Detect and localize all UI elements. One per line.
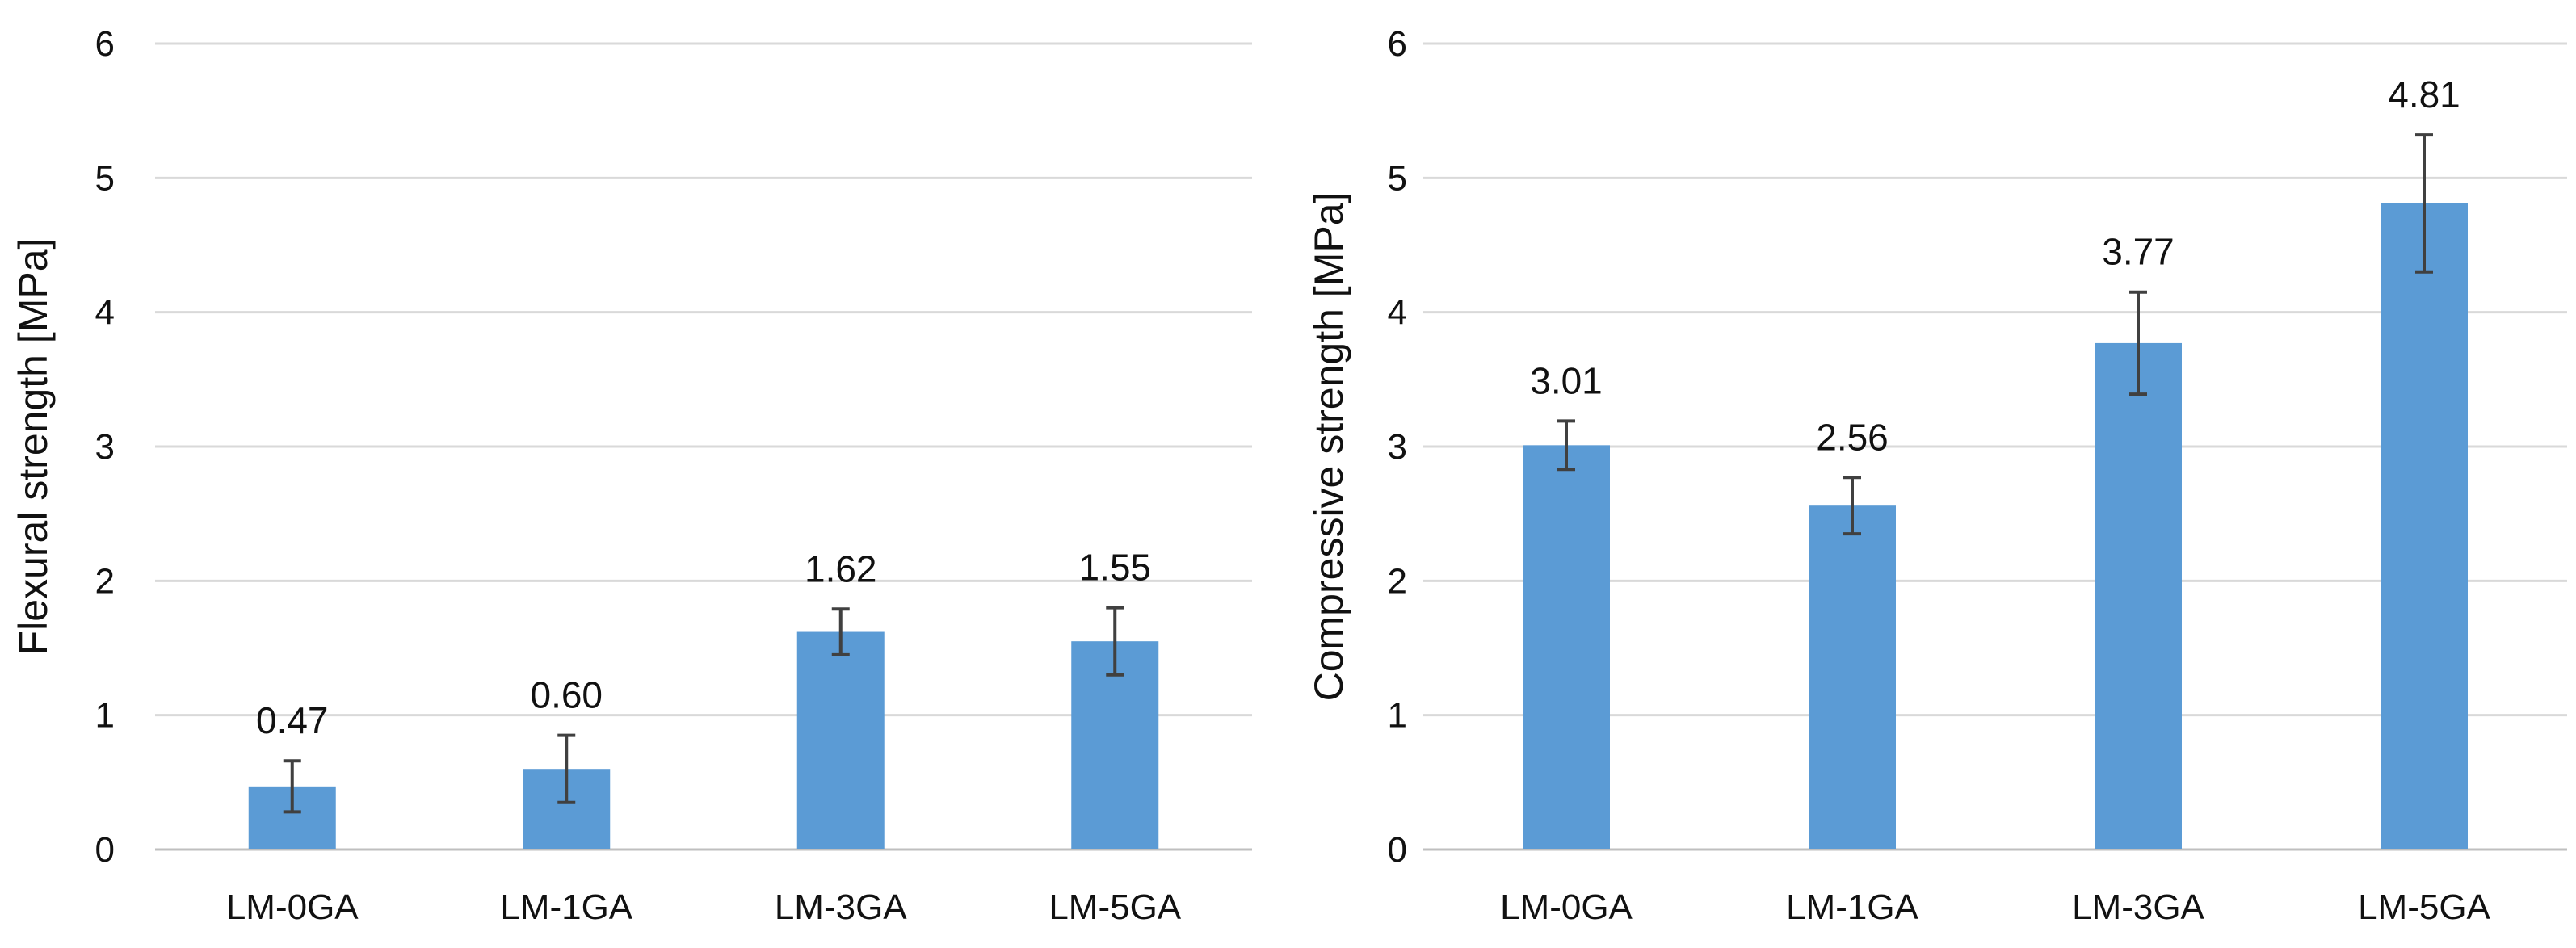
data-label: 2.56 bbox=[1816, 416, 1889, 458]
x-category-label: LM-3GA bbox=[775, 887, 907, 927]
compressive-strength-chart: 0 1 2 3 4 5 6 3.01 LM-0GA 2.56 LM-1GA 3.77 LM-3GA 4.8… bbox=[1306, 24, 2567, 927]
x-category-label: LM-1GA bbox=[1786, 887, 1918, 927]
y-tick-label: 5 bbox=[95, 158, 115, 198]
x-category-label: LM-5GA bbox=[2358, 887, 2490, 927]
y-tick-label: 6 bbox=[95, 24, 115, 64]
y-tick-label: 3 bbox=[1388, 427, 1407, 467]
y-tick-label: 0 bbox=[1388, 830, 1407, 870]
y-tick-label: 1 bbox=[1388, 696, 1407, 736]
x-category-label: LM-5GA bbox=[1048, 887, 1181, 927]
flexural-strength-chart: 0 1 2 3 4 5 6 0.47 LM-0GA 0.60 LM-1GA 1.62 LM-3GA 1.5… bbox=[11, 24, 1252, 927]
error-bar bbox=[831, 607, 850, 656]
y-tick-label: 5 bbox=[1388, 158, 1407, 198]
y-tick-label: 4 bbox=[95, 293, 115, 333]
x-category-label: LM-1GA bbox=[500, 887, 632, 927]
y-axis-title: Compressive strength [MPa] bbox=[1306, 192, 1351, 702]
error-bar bbox=[2415, 133, 2433, 274]
y-tick-label: 0 bbox=[95, 830, 115, 870]
bar bbox=[2381, 203, 2468, 850]
error-bar bbox=[1843, 476, 1861, 536]
error-bar bbox=[1106, 606, 1124, 677]
error-bar bbox=[283, 759, 301, 814]
y-tick-label: 1 bbox=[95, 696, 115, 736]
x-category-label: LM-3GA bbox=[2072, 887, 2204, 927]
bar bbox=[1523, 445, 1610, 849]
data-label: 3.01 bbox=[1530, 359, 1603, 401]
y-tick-label: 2 bbox=[1388, 561, 1407, 601]
error-bar bbox=[557, 733, 576, 804]
data-label: 0.60 bbox=[530, 674, 603, 716]
x-category-label: LM-0GA bbox=[226, 887, 359, 927]
y-tick-label: 6 bbox=[1388, 24, 1407, 64]
x-category-label: LM-0GA bbox=[1500, 887, 1633, 927]
y-tick-label: 4 bbox=[1388, 293, 1407, 333]
error-bar bbox=[1557, 419, 1575, 472]
y-tick-label: 2 bbox=[95, 561, 115, 601]
bar bbox=[1809, 505, 1896, 849]
data-label: 3.77 bbox=[2102, 231, 2175, 273]
data-label: 1.55 bbox=[1078, 547, 1151, 589]
bar bbox=[2095, 342, 2182, 849]
data-label: 0.47 bbox=[256, 699, 329, 741]
data-label: 1.62 bbox=[805, 547, 877, 589]
y-tick-label: 3 bbox=[95, 427, 115, 467]
y-axis-title: Flexural strength [MPa] bbox=[11, 238, 56, 656]
bar bbox=[796, 631, 885, 849]
error-bar bbox=[2129, 290, 2147, 396]
data-label: 4.81 bbox=[2388, 73, 2460, 115]
